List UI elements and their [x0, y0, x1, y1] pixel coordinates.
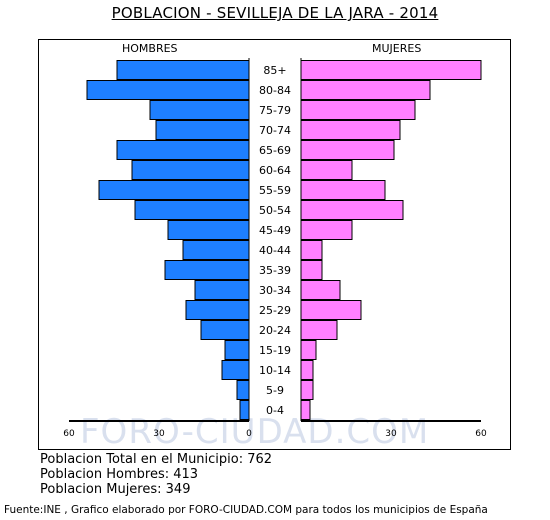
men-bar-80-84 [86, 80, 250, 100]
age-group-label: 70-74 [259, 124, 291, 137]
x-tick-label: 30 [153, 429, 165, 439]
men-bar-55-59 [98, 180, 250, 200]
men-bar-30-34 [194, 280, 250, 300]
women-bar-40-44 [300, 240, 323, 260]
total-population: Poblacion Total en el Municipio: 762 [40, 452, 273, 467]
chart-title: POBLACION - SEVILLEJA DE LA JARA - 2014 [111, 4, 439, 22]
women-population: Poblacion Mujeres: 349 [40, 482, 191, 497]
men-side-label: HOMBRES [122, 42, 178, 55]
women-bar-25-29 [300, 300, 362, 320]
women-bar-55-59 [300, 180, 386, 200]
men-bar-45-49 [167, 220, 250, 240]
age-group-label: 50-54 [259, 204, 291, 217]
age-group-label: 40-44 [259, 244, 291, 257]
men-bar-0-4 [239, 400, 250, 420]
men-bar-25-29 [185, 300, 250, 320]
x-tick-label: 60 [63, 429, 75, 439]
women-side-label: MUJERES [372, 42, 422, 55]
women-bar-10-14 [300, 360, 314, 380]
women-bar-70-74 [300, 120, 401, 140]
women-bar-5-9 [300, 380, 314, 400]
women-bar-45-49 [300, 220, 353, 240]
source-note: Fuente:INE , Grafico elaborado por FORO-… [4, 504, 488, 516]
men-bar-40-44 [182, 240, 250, 260]
men-bar-75-79 [149, 100, 250, 120]
women-bar-15-19 [300, 340, 317, 360]
women-bar-60-64 [300, 160, 353, 180]
men-bar-5-9 [236, 380, 250, 400]
age-group-label: 65-69 [259, 144, 291, 157]
age-group-label: 20-24 [259, 324, 291, 337]
men-bar-20-24 [200, 320, 250, 340]
age-group-label: 25-29 [259, 304, 291, 317]
x-tick-label: 60 [475, 429, 487, 439]
men-bar-50-54 [134, 200, 250, 220]
age-group-label: 10-14 [259, 364, 291, 377]
women-bar-75-79 [300, 100, 416, 120]
age-group-label: 35-39 [259, 264, 291, 277]
women-bar-85+ [300, 60, 482, 80]
women-bar-0-4 [300, 400, 311, 420]
x-tick-label: 30 [385, 429, 397, 439]
age-group-label: 15-19 [259, 344, 291, 357]
men-bar-65-69 [116, 140, 250, 160]
men-bar-15-19 [224, 340, 250, 360]
men-bar-60-64 [131, 160, 250, 180]
age-group-label: 85+ [263, 64, 286, 77]
age-group-label: 5-9 [266, 384, 284, 397]
women-bar-65-69 [300, 140, 395, 160]
age-group-label: 55-59 [259, 184, 291, 197]
age-group-label: 75-79 [259, 104, 291, 117]
women-bar-50-54 [300, 200, 404, 220]
women-bar-80-84 [300, 80, 431, 100]
men-bar-70-74 [155, 120, 250, 140]
men-bar-35-39 [164, 260, 250, 280]
age-group-label: 80-84 [259, 84, 291, 97]
men-bar-85+ [116, 60, 250, 80]
age-group-label: 60-64 [259, 164, 291, 177]
age-group-label: 0-4 [266, 404, 284, 417]
x-tick-label: 0 [246, 429, 252, 439]
population-pyramid: 85+ 80-84 75-79 70-74 65-69 60-64 55-59 50-54 45… [63, 58, 487, 439]
women-bar-20-24 [300, 320, 338, 340]
age-group-label: 30-34 [259, 284, 291, 297]
summary-block: Poblacion Total en el Municipio: 762 Pob… [40, 452, 272, 497]
chart-frame [38, 39, 511, 450]
age-group-label: 45-49 [259, 224, 291, 237]
women-bar-35-39 [300, 260, 323, 280]
men-population: Poblacion Hombres: 413 [40, 467, 199, 482]
men-bar-10-14 [221, 360, 250, 380]
women-bar-30-34 [300, 280, 341, 300]
